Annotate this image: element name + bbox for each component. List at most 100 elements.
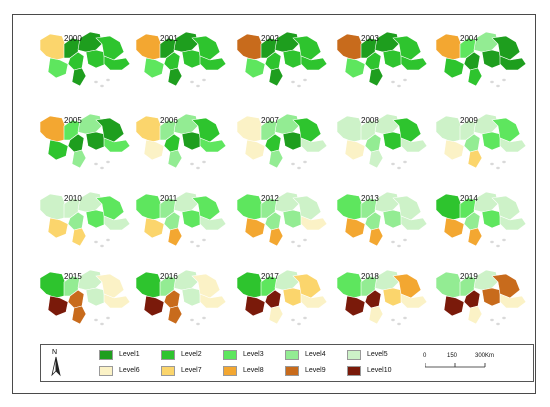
region-2016-1	[135, 271, 163, 299]
region-2019-6	[491, 273, 521, 299]
region-2000-3	[77, 31, 103, 53]
region-2006-8	[167, 149, 183, 169]
region-2004-9	[499, 55, 527, 71]
region-2007-6	[292, 117, 322, 143]
region-2014-7	[443, 217, 465, 239]
region-2005-7	[47, 139, 69, 161]
island-2012-1	[291, 240, 295, 244]
region-2006-7	[143, 139, 165, 161]
island-2013-1	[391, 240, 395, 244]
map-2007	[236, 113, 328, 170]
island-2009-3	[502, 160, 506, 164]
island-2006-3	[202, 160, 206, 164]
region-2012-8	[268, 227, 284, 247]
region-2007-7	[244, 139, 266, 161]
island-2002-3	[303, 78, 307, 82]
island-2008-2	[397, 166, 401, 170]
region-2001-1	[135, 33, 163, 61]
legend-swatch-level8	[223, 366, 237, 376]
island-2000-2	[100, 84, 104, 88]
region-2000-8	[71, 67, 87, 87]
region-2005-6	[95, 117, 125, 143]
region-2009-7	[443, 139, 465, 161]
region-2010-8	[71, 227, 87, 247]
map-panel-2017: 2017	[233, 268, 333, 338]
region-2001-6	[191, 35, 221, 61]
region-2018-8	[368, 305, 384, 325]
year-label-2012: 2012	[261, 194, 279, 203]
region-2013-7	[344, 217, 366, 239]
map-2009	[435, 113, 527, 170]
island-2009-2	[496, 166, 500, 170]
region-2008-6	[392, 117, 422, 143]
island-2015-2	[100, 322, 104, 326]
legend-label-level10: Level10	[367, 367, 392, 374]
region-2018-6	[392, 273, 422, 299]
region-2010-3	[77, 191, 103, 213]
region-2000-9	[103, 55, 131, 71]
year-label-2011: 2011	[160, 194, 178, 203]
region-2018-5	[382, 287, 404, 307]
region-2004-6	[491, 35, 521, 61]
region-2003-9	[400, 55, 428, 71]
north-label: N	[52, 349, 58, 356]
island-2005-1	[94, 162, 98, 166]
year-label-2009: 2009	[460, 116, 478, 125]
legend-swatch-level4	[285, 350, 299, 360]
region-2017-6	[292, 273, 322, 299]
region-2018-7	[344, 295, 366, 317]
legend-swatch-level1	[99, 350, 113, 360]
region-2011-3	[173, 191, 199, 213]
island-2002-1	[291, 80, 295, 84]
map-panel-2013: 2013	[333, 190, 433, 260]
island-2016-1	[190, 318, 194, 322]
map-2002	[236, 31, 328, 88]
region-2014-9	[499, 215, 527, 231]
legend-box: N Level1 Level2 Level3 Level4 Level5 Level6 Le…	[40, 344, 534, 382]
island-2010-3	[106, 238, 110, 242]
legend-label-level2: Level2	[181, 351, 202, 358]
map-2008	[336, 113, 428, 170]
island-2004-1	[490, 80, 494, 84]
region-2003-5	[382, 49, 404, 69]
region-2013-9	[400, 215, 428, 231]
region-2002-5	[282, 49, 304, 69]
map-panel-2014: 2014	[432, 190, 532, 260]
region-2015-9	[103, 293, 131, 309]
region-2010-7	[47, 217, 69, 239]
region-2012-9	[300, 215, 328, 231]
island-2014-1	[490, 240, 494, 244]
island-2008-3	[403, 160, 407, 164]
region-2004-3	[473, 31, 499, 53]
region-2002-8	[268, 67, 284, 87]
region-2011-9	[199, 215, 227, 231]
region-2011-6	[191, 195, 221, 221]
region-2016-5	[181, 287, 203, 307]
island-2007-3	[303, 160, 307, 164]
scale-line	[425, 363, 486, 368]
region-2010-5	[85, 209, 107, 229]
legend-label-level7: Level7	[181, 367, 202, 374]
region-2003-6	[392, 35, 422, 61]
region-2017-5	[282, 287, 304, 307]
scale-tick-0: 0	[423, 353, 427, 359]
year-label-2016: 2016	[160, 272, 178, 281]
region-2002-6	[292, 35, 322, 61]
island-2014-2	[496, 244, 500, 248]
island-2008-1	[391, 162, 395, 166]
legend-swatch-level3	[223, 350, 237, 360]
map-2001	[135, 31, 227, 88]
map-grid: 2000 2001 2002 2003 2004 2005 2006 2007 2008 2009…	[39, 30, 532, 326]
legend-label-level3: Level3	[243, 351, 264, 358]
year-label-2000: 2000	[64, 34, 82, 43]
north-arrow: N	[49, 349, 65, 379]
island-2006-1	[190, 162, 194, 166]
map-2014	[435, 191, 527, 248]
region-2008-9	[400, 137, 428, 153]
region-2017-1	[236, 271, 264, 299]
map-2017	[236, 269, 328, 326]
map-panel-2001: 2001	[132, 30, 232, 100]
map-panel-2011: 2011	[132, 190, 232, 260]
region-2004-7	[443, 57, 465, 79]
map-2004	[435, 31, 527, 88]
